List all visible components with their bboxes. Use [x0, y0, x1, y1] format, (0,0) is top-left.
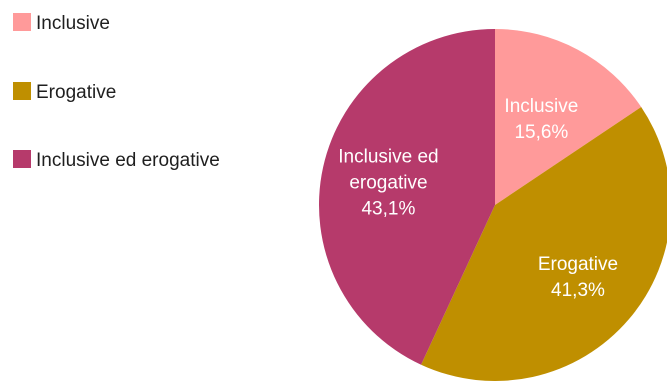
slice-label-line: Inclusive — [504, 96, 578, 117]
slice-label-inclusive: Inclusive 15,6% — [504, 96, 578, 143]
pie-slice-inclusive-ed-erogative — [318, 29, 495, 365]
slice-label-erogative: Erogative 41,3% — [538, 254, 618, 301]
slice-label-inclusive-ed-erogative: Inclusive ed erogative 43,1% — [338, 147, 438, 220]
legend-label-inclusive-ed-erogative: Inclusive ed erogative — [36, 150, 220, 171]
pie-slice-inclusive — [495, 29, 642, 205]
slice-labels: Inclusive 15,6% Erogative 41,3% Inclusive ed… — [338, 96, 618, 301]
pie-slices — [318, 29, 667, 381]
slice-label-line: Erogative — [538, 254, 618, 275]
legend-swatch-inclusive-ed-erogative — [13, 150, 31, 168]
slice-label-line: erogative — [349, 173, 427, 194]
legend-swatch-inclusive — [13, 13, 31, 31]
legend-label-inclusive: Inclusive — [36, 13, 110, 34]
slice-label-line: 15,6% — [514, 122, 568, 143]
legend: Inclusive Erogative Inclusive ed erogati… — [13, 13, 220, 171]
legend-swatch-erogative — [13, 82, 31, 100]
slice-label-line: 41,3% — [551, 280, 605, 301]
legend-label-erogative: Erogative — [36, 82, 116, 103]
slice-label-line: Inclusive ed — [338, 147, 438, 168]
slice-label-line: 43,1% — [361, 199, 415, 220]
pie-slice-erogative — [421, 106, 667, 381]
